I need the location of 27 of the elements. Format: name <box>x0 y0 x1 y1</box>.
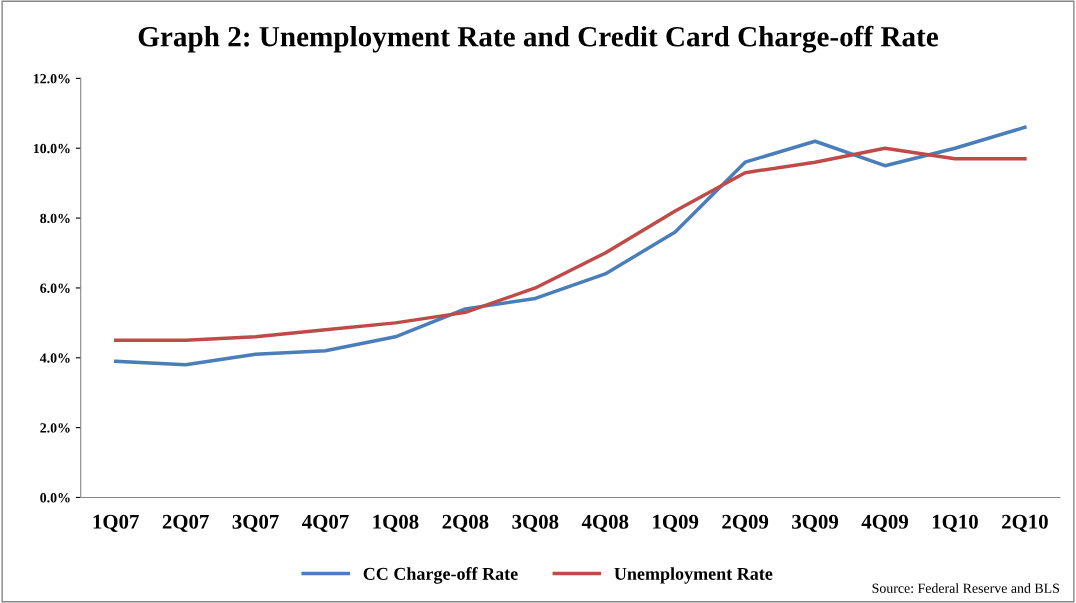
x-tick-label: 4Q09 <box>861 514 908 532</box>
y-tick-label: 10.0% <box>33 143 70 154</box>
legend-label: Unemployment Rate <box>614 567 773 584</box>
y-tick-label: 4.0% <box>39 353 70 363</box>
y-tick-label: 8.0% <box>40 213 70 224</box>
legend-label: CC Charge-off Rate <box>363 567 518 584</box>
x-tick-label: 1Q09 <box>653 514 699 532</box>
y-tick-label: 12.0% <box>33 73 70 84</box>
x-tick-label: 2Q07 <box>162 514 209 532</box>
x-tick-label: 1Q10 <box>932 514 978 532</box>
x-tick-label: 3Q08 <box>512 514 559 532</box>
x-tick-label: 1Q08 <box>373 514 419 532</box>
y-tick-label: 2.0% <box>40 423 70 433</box>
chart-title: Graph 2: Unemployment Rate and Credit Card Charge-off Rate <box>138 25 938 53</box>
y-tick-label: 6.0% <box>40 283 70 293</box>
line-series <box>113 125 1027 367</box>
x-tick-label: 2Q09 <box>722 514 769 532</box>
source-note: Source: Federal Reserve and BLS <box>872 583 1059 593</box>
x-tick-label: 4Q07 <box>302 514 349 532</box>
y-tick-label: 0.0% <box>40 493 70 503</box>
x-tick-label: 3Q07 <box>232 514 279 532</box>
x-tick-label: 4Q08 <box>581 514 629 532</box>
line-series <box>113 146 1027 343</box>
x-tick-label: 1Q07 <box>93 514 139 532</box>
x-tick-label: 2Q08 <box>442 514 489 532</box>
x-tick-label: 3Q09 <box>792 514 839 532</box>
x-tick-label: 2Q10 <box>1002 514 1048 532</box>
